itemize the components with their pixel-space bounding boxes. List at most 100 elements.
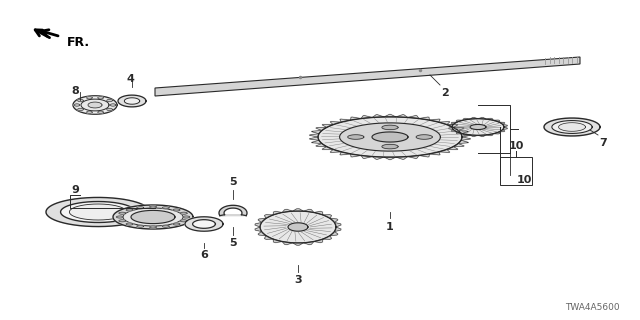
Polygon shape [119, 220, 126, 222]
Polygon shape [173, 209, 180, 211]
Polygon shape [458, 140, 468, 144]
Polygon shape [470, 117, 478, 119]
Polygon shape [330, 149, 341, 152]
Polygon shape [273, 212, 282, 215]
Polygon shape [316, 127, 326, 131]
Polygon shape [351, 117, 361, 120]
Polygon shape [74, 104, 80, 106]
Polygon shape [162, 225, 169, 227]
Polygon shape [123, 208, 183, 226]
Polygon shape [113, 205, 193, 229]
Polygon shape [86, 97, 92, 99]
Polygon shape [150, 206, 157, 208]
Polygon shape [73, 96, 117, 114]
Polygon shape [255, 227, 262, 231]
Polygon shape [303, 209, 314, 212]
Polygon shape [314, 239, 323, 243]
Polygon shape [119, 212, 126, 214]
Polygon shape [335, 222, 341, 227]
Polygon shape [61, 202, 136, 222]
Text: 8: 8 [71, 86, 79, 96]
Polygon shape [449, 124, 453, 127]
Polygon shape [330, 218, 338, 222]
Polygon shape [131, 211, 175, 224]
Polygon shape [463, 118, 470, 120]
Polygon shape [162, 207, 169, 209]
Polygon shape [470, 135, 478, 136]
Polygon shape [439, 149, 450, 152]
Text: 1: 1 [386, 222, 394, 232]
Polygon shape [478, 117, 486, 119]
Polygon shape [408, 156, 419, 158]
Polygon shape [544, 118, 600, 136]
Text: FR.: FR. [67, 36, 90, 49]
Polygon shape [458, 131, 468, 134]
Polygon shape [282, 242, 292, 244]
Polygon shape [316, 144, 326, 147]
Polygon shape [282, 209, 292, 212]
Polygon shape [453, 127, 464, 131]
Polygon shape [77, 98, 113, 113]
Polygon shape [449, 127, 453, 130]
Polygon shape [81, 99, 109, 111]
Polygon shape [429, 119, 440, 122]
Polygon shape [323, 236, 332, 239]
Text: 6: 6 [200, 250, 208, 260]
Text: 3: 3 [294, 275, 302, 285]
Polygon shape [384, 157, 396, 160]
Polygon shape [110, 104, 116, 106]
Polygon shape [451, 122, 457, 124]
Polygon shape [77, 100, 83, 102]
Polygon shape [77, 108, 83, 111]
Polygon shape [330, 231, 338, 236]
Polygon shape [429, 152, 440, 155]
Polygon shape [451, 130, 457, 132]
Polygon shape [180, 212, 187, 214]
Polygon shape [470, 124, 486, 130]
Text: 5: 5 [229, 177, 237, 187]
Polygon shape [180, 220, 187, 222]
Text: 10: 10 [516, 175, 532, 185]
Polygon shape [150, 226, 157, 228]
Text: 5: 5 [229, 238, 237, 248]
Polygon shape [88, 102, 102, 108]
Polygon shape [382, 125, 398, 130]
Polygon shape [288, 223, 308, 231]
Polygon shape [456, 120, 463, 122]
Text: 10: 10 [508, 141, 524, 151]
Polygon shape [340, 123, 440, 151]
Polygon shape [314, 212, 323, 215]
Polygon shape [258, 231, 266, 236]
Polygon shape [396, 156, 408, 159]
Polygon shape [552, 121, 592, 133]
Polygon shape [419, 117, 429, 120]
Polygon shape [258, 218, 266, 222]
Polygon shape [372, 156, 384, 159]
Polygon shape [264, 215, 273, 218]
Polygon shape [107, 100, 113, 102]
Polygon shape [255, 222, 262, 227]
Bar [500, 157, 532, 185]
Polygon shape [126, 209, 133, 211]
Polygon shape [98, 111, 104, 113]
Polygon shape [137, 207, 144, 209]
Polygon shape [182, 216, 189, 218]
Polygon shape [273, 239, 282, 243]
Polygon shape [419, 154, 429, 157]
Polygon shape [173, 223, 180, 225]
Polygon shape [503, 127, 508, 130]
Polygon shape [330, 122, 341, 124]
Polygon shape [155, 57, 580, 96]
Polygon shape [384, 115, 396, 117]
Polygon shape [310, 134, 319, 137]
Polygon shape [312, 131, 322, 134]
Polygon shape [351, 154, 361, 157]
Polygon shape [559, 123, 586, 131]
Polygon shape [310, 137, 319, 140]
Polygon shape [322, 147, 333, 149]
Polygon shape [361, 116, 372, 118]
Polygon shape [361, 156, 372, 158]
Polygon shape [486, 134, 493, 136]
Polygon shape [118, 95, 146, 107]
Polygon shape [193, 220, 216, 228]
